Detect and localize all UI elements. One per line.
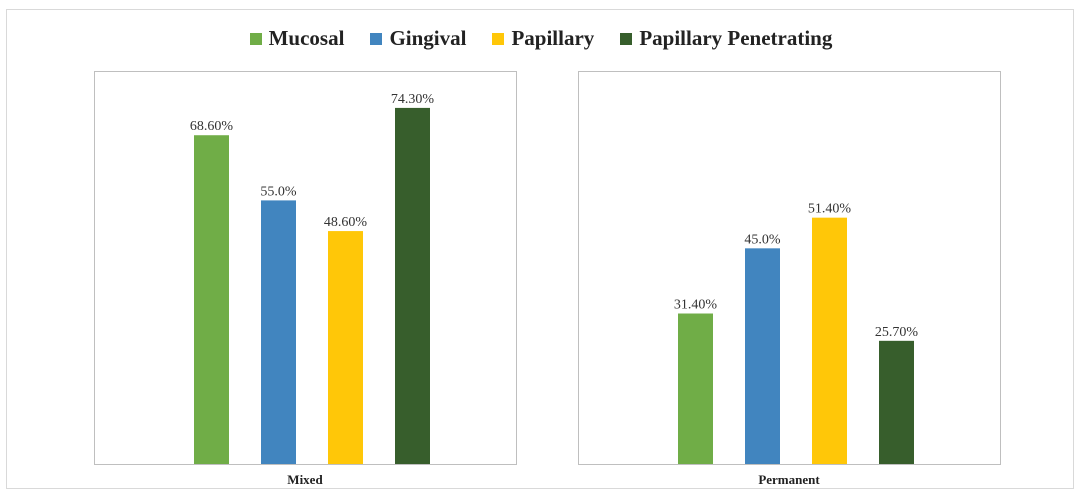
bar-permanent-gingival <box>745 248 780 464</box>
bar-permanent-papillary-penetrating <box>879 340 914 464</box>
legend-item-gingival: Gingival <box>370 26 466 51</box>
data-label-permanent-papillary: 51.40% <box>808 202 852 217</box>
legend-swatch-papillary-penetrating <box>620 32 633 45</box>
bar-mixed-gingival <box>261 200 296 464</box>
bar-mixed-papillary <box>328 231 363 464</box>
legend-swatch-papillary <box>492 32 505 45</box>
legend-label-gingival: Gingival <box>389 26 467 50</box>
data-label-mixed-mucosal: 68.60% <box>190 119 234 134</box>
panel-mixed: 68.60% 55.0% 48.60% 74.30% Mixed <box>94 71 517 487</box>
bar-mixed-mucosal <box>194 135 229 464</box>
legend-label-mucosal: Mucosal <box>268 26 345 50</box>
category-label-permanent: Permanent <box>758 472 820 487</box>
legend-label-papillary: Papillary <box>511 26 595 50</box>
legend-item-papillary: Papillary <box>492 26 594 51</box>
bar-permanent-papillary <box>812 217 847 464</box>
panel-frame-permanent <box>578 71 1001 465</box>
data-label-permanent-mucosal: 31.40% <box>674 298 718 313</box>
legend-swatch-gingival <box>370 32 383 45</box>
data-label-permanent-gingival: 45.0% <box>744 232 781 247</box>
data-label-mixed-gingival: 55.0% <box>260 184 297 199</box>
panel-frame-mixed <box>94 71 517 465</box>
bar-permanent-mucosal <box>678 313 713 464</box>
panel-permanent: 31.40% 45.0% 51.40% 25.70% Permanent <box>578 71 1001 487</box>
legend-swatch-mucosal <box>249 32 262 45</box>
data-label-permanent-papillary-penetrating: 25.70% <box>875 325 919 340</box>
category-label-mixed: Mixed <box>287 472 323 487</box>
data-label-mixed-papillary: 48.60% <box>324 215 368 230</box>
legend-item-mucosal: Mucosal <box>249 26 345 51</box>
data-label-mixed-papillary-penetrating: 74.30% <box>391 92 435 107</box>
legend-item-papillary-penetrating: Papillary Penetrating <box>620 26 832 51</box>
bar-mixed-papillary-penetrating <box>395 107 430 464</box>
legend-label-papillary-penetrating: Papillary Penetrating <box>639 26 833 50</box>
chart-legend: Mucosal Gingival Papillary Papillary Pen… <box>0 26 1082 51</box>
